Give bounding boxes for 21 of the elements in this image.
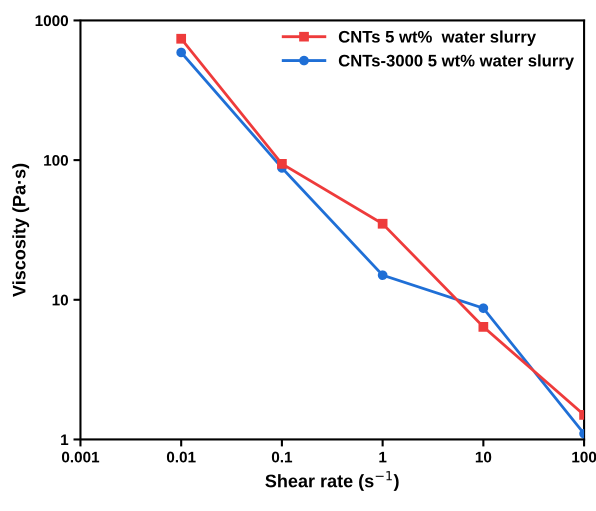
x-tick-label: 10: [476, 452, 492, 462]
y-axis-title: Viscosity (Pa·s): [12, 164, 30, 297]
x-tick-label: 0.01: [166, 452, 196, 462]
y-tick-label: 1: [61, 434, 68, 445]
point: [378, 270, 388, 280]
x-tick-label: 0.1: [272, 452, 292, 462]
y-tick-label: 10: [52, 294, 68, 306]
point: [277, 159, 287, 169]
point: [478, 322, 488, 332]
y-tick-label: 1000: [36, 15, 68, 26]
x-tick-label: 0.001: [62, 452, 100, 462]
point: [176, 34, 186, 44]
x-tick-label: 100: [572, 452, 596, 462]
legend-label: CNTs 5 wt% water slurry: [338, 30, 536, 46]
point: [176, 48, 186, 58]
x-axis-title: Shear rate (s$^{−1}$): [265, 471, 399, 491]
point: [478, 303, 488, 314]
y-tick-label: 100: [44, 154, 68, 166]
legend-label: CNTs-3000 5 wt% water slurry: [338, 54, 574, 70]
x-tick-label: 1: [379, 452, 386, 462]
point: [378, 218, 388, 229]
